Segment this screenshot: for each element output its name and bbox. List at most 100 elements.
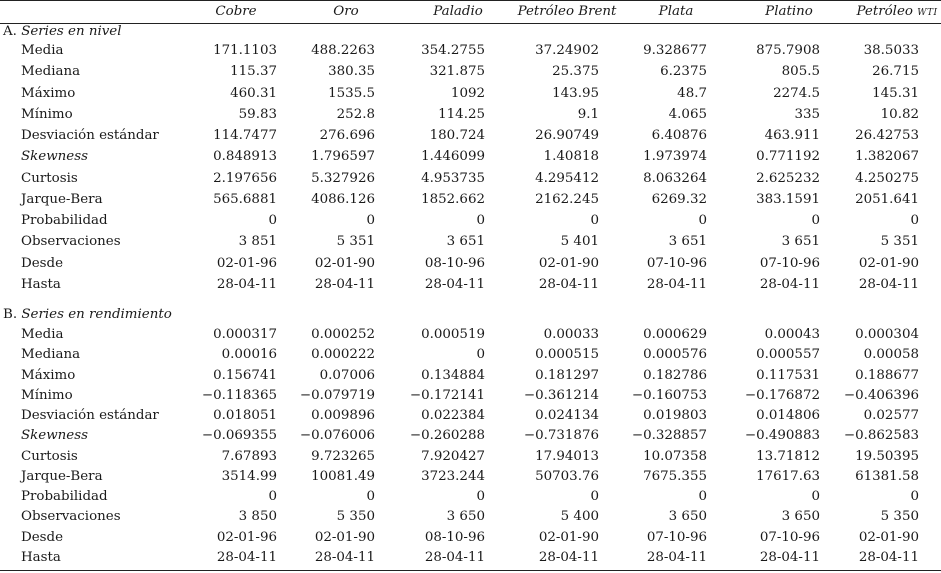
top-rule (0, 0, 941, 1)
table-cell: 0.000576 (643, 347, 707, 363)
table-cell: 6.2375 (660, 64, 707, 80)
table-cell: 145.31 (872, 85, 919, 101)
row-label: Máximo (21, 367, 76, 383)
section-title: B. Series en rendimiento (3, 307, 172, 323)
table-cell: −0.118365 (201, 387, 277, 403)
table-cell: 0.00033 (543, 327, 599, 342)
table-cell: 0.000557 (756, 347, 820, 363)
row-label: Probabilidad (21, 489, 108, 504)
row-label: Hasta (21, 549, 61, 565)
table-cell: 10.07358 (643, 448, 707, 464)
table-cell: 28-04-11 (759, 549, 820, 565)
table-cell: 0.024134 (535, 408, 599, 423)
table-cell: 4.295412 (535, 170, 599, 186)
table-cell: 1.382067 (855, 149, 919, 165)
table-cell: 0 (476, 347, 485, 363)
table-cell: 1852.662 (421, 191, 485, 207)
table-cell: 4.953735 (421, 170, 485, 186)
table-cell: 5.327926 (311, 170, 375, 186)
section-title-text: Series en rendimiento (21, 307, 172, 322)
row-label: Probabilidad (21, 213, 108, 228)
table-cell: 2162.245 (535, 191, 599, 207)
column-header-platino: Platino (765, 4, 813, 19)
table-cell: −0.079719 (299, 387, 375, 403)
table-cell: 3 651 (446, 234, 485, 250)
table-cell: 2051.641 (855, 191, 919, 207)
table-cell: 02-01-90 (538, 255, 599, 271)
table-cell: 1.796597 (311, 149, 375, 165)
table-cell: 0 (366, 213, 375, 228)
table-cell: 3 650 (781, 509, 820, 525)
table-cell: 5 350 (880, 509, 919, 525)
table-cell: 1.973974 (643, 149, 707, 165)
column-header-oro: Oro (333, 4, 359, 19)
row-label: Hasta (21, 276, 61, 292)
row-label: Observaciones (21, 509, 121, 525)
table-cell: 0.02577 (863, 408, 919, 423)
table-cell: 1.446099 (421, 149, 485, 165)
table-cell: 805.5 (781, 64, 820, 80)
table-cell: 3723.244 (421, 468, 485, 484)
table-cell: 25.375 (552, 64, 599, 80)
table-cell: 6269.32 (651, 191, 707, 207)
table-cell: 5 351 (336, 234, 375, 250)
table-cell: 38.5033 (863, 43, 919, 58)
table-cell: 28-04-11 (424, 276, 485, 292)
table-cell: 59.83 (238, 106, 277, 122)
table-cell: 08-10-96 (424, 255, 485, 271)
table-cell: −0.406396 (843, 387, 919, 403)
column-header-petroleo-brent: Petróleo Brent (517, 4, 617, 19)
column-header-paladio: Paladio (433, 4, 483, 19)
row-label: Mediana (21, 64, 81, 80)
table-cell: 5 400 (560, 509, 599, 525)
table-cell: 1.40818 (543, 149, 599, 165)
table-cell: −0.731876 (523, 428, 599, 444)
row-label: Máximo (21, 85, 76, 101)
table-cell: 7.67893 (221, 448, 277, 464)
table-cell: 4.250275 (855, 170, 919, 186)
table-cell: 0.181297 (535, 367, 599, 383)
table-cell: 321.875 (429, 64, 485, 80)
table-cell: 0 (811, 489, 820, 504)
table-cell: −0.160753 (631, 387, 707, 403)
table-cell: 0 (910, 489, 919, 504)
row-label: Desde (21, 255, 64, 271)
table-cell: 0.00043 (764, 327, 820, 342)
table-cell: 0.000222 (311, 347, 375, 363)
row-label: Mediana (21, 347, 81, 363)
table-cell: 07-10-96 (759, 255, 820, 271)
table-cell: 17.94013 (535, 448, 599, 464)
table-cell: 2.197656 (213, 170, 277, 186)
table-cell: 28-04-11 (424, 549, 485, 565)
table-cell: −0.361214 (523, 387, 599, 403)
table-cell: 0.019803 (643, 408, 707, 423)
table-cell: 0 (811, 213, 820, 228)
table-cell: 6.40876 (651, 128, 707, 143)
table-cell: 0.022384 (421, 408, 485, 423)
table-cell: 02-01-96 (216, 529, 277, 545)
table-cell: 0.000519 (421, 327, 485, 342)
table-cell: −0.176872 (744, 387, 820, 403)
table-cell: 26.90749 (535, 128, 599, 143)
table-cell: 28-04-11 (216, 549, 277, 565)
table-cell: 488.2263 (311, 43, 375, 58)
table-cell: 565.6881 (213, 191, 277, 207)
table-cell: 143.95 (552, 85, 599, 101)
table-cell: 9.1 (577, 106, 599, 122)
table-cell: 114.7477 (213, 128, 277, 143)
table-cell: −0.260288 (409, 428, 485, 444)
table-cell: 02-01-90 (858, 529, 919, 545)
table-cell: 4086.126 (311, 191, 375, 207)
table-cell: 0.188677 (855, 367, 919, 383)
column-header-petroleo-wti-abbr: wti (917, 8, 938, 18)
table-cell: 26.715 (872, 64, 919, 80)
table-cell: 252.8 (336, 106, 375, 122)
table-cell: 9.328677 (643, 43, 707, 58)
table-cell: 0.117531 (756, 367, 820, 383)
table-cell: 3 651 (781, 234, 820, 250)
table-cell: 3514.99 (221, 468, 277, 484)
table-cell: 276.696 (319, 128, 375, 143)
table-cell: 10.82 (880, 106, 919, 122)
table-cell: 0.134884 (421, 367, 485, 383)
row-label: Desde (21, 529, 64, 545)
